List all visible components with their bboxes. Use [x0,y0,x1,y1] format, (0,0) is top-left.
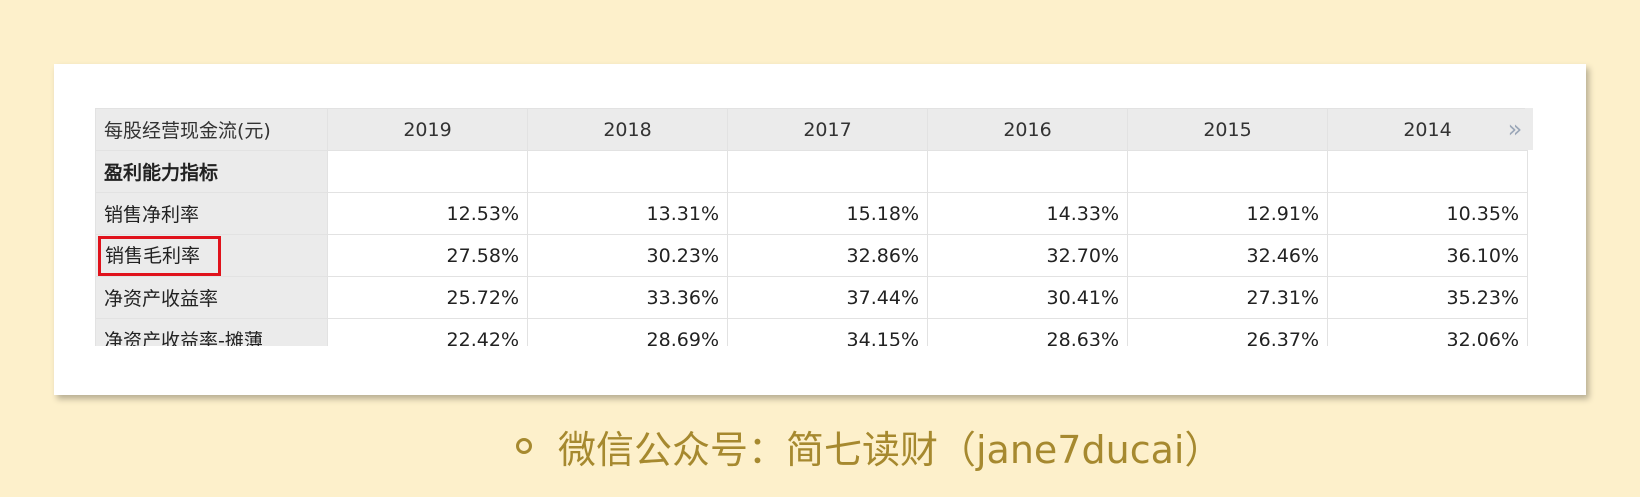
circle-bullet-icon [516,438,532,454]
table-cell [1327,150,1528,193]
table-cell: 10.35% [1327,192,1528,235]
year-column-header[interactable]: 2014 [1327,108,1528,151]
table-cell [327,150,528,193]
table-cell: 12.53% [327,192,528,235]
table-cell: 34.15% [727,318,928,346]
financial-indicators-table-viewport[interactable]: 每股经营现金流(元) 2019 2018 2017 2016 2015 2014… [95,108,1533,346]
table-cell: 12.91% [1127,192,1328,235]
table-cell: 15.18% [727,192,928,235]
table-cell: 33.36% [527,276,728,319]
header-row-label: 每股经营现金流(元) [95,108,328,151]
table-cell: 28.63% [927,318,1128,346]
caption-text: 微信公众号：简七读财（jane7ducai） [558,427,1223,472]
row-label: 净资产收益率 [95,276,328,319]
table-cell: 26.37% [1127,318,1328,346]
table-row: 净资产收益率-摊薄 22.42% 28.69% 34.15% 28.63% 26… [95,318,1528,346]
table-cell: 37.44% [727,276,928,319]
table-cell [727,150,928,193]
financial-indicators-table: 每股经营现金流(元) 2019 2018 2017 2016 2015 2014… [95,108,1528,346]
table-cell: 27.31% [1127,276,1328,319]
year-column-header[interactable]: 2016 [927,108,1128,151]
table-row-highlighted: 销售毛利率 27.58% 30.23% 32.86% 32.70% 32.46%… [95,234,1528,277]
table-cell: 22.42% [327,318,528,346]
table-cell: 32.70% [927,234,1128,277]
row-label-highlighted: 销售毛利率 [95,234,328,277]
table-cell: 14.33% [927,192,1128,235]
table-cell: 32.46% [1127,234,1328,277]
table-cell [927,150,1128,193]
table-cell: 36.10% [1327,234,1528,277]
red-highlight-box: 销售毛利率 [98,235,222,276]
table-cell: 28.69% [527,318,728,346]
year-column-header[interactable]: 2019 [327,108,528,151]
row-label: 销售净利率 [95,192,328,235]
table-cell: 30.41% [927,276,1128,319]
table-cell: 13.31% [527,192,728,235]
table-cell: 30.23% [527,234,728,277]
table-row-section-profitability: 盈利能力指标 [95,150,1528,193]
table-cell: 27.58% [327,234,528,277]
table-cell [1127,150,1328,193]
table-row: 净资产收益率 25.72% 33.36% 37.44% 30.41% 27.31… [95,276,1528,319]
double-chevron-right-icon[interactable]: » [1507,115,1523,143]
table-header-row: 每股经营现金流(元) 2019 2018 2017 2016 2015 2014 [95,108,1528,151]
table-cell: 25.72% [327,276,528,319]
table-cell: 35.23% [1327,276,1528,319]
year-column-header[interactable]: 2015 [1127,108,1328,151]
table-cell: 32.06% [1327,318,1528,346]
caption: 微信公众号：简七读财（jane7ducai） [516,418,1222,474]
year-column-header[interactable]: 2018 [527,108,728,151]
row-label: 盈利能力指标 [95,150,328,193]
year-column-header[interactable]: 2017 [727,108,928,151]
table-cell: 32.86% [727,234,928,277]
table-row: 销售净利率 12.53% 13.31% 15.18% 14.33% 12.91%… [95,192,1528,235]
header-strip-edge [1525,108,1533,150]
row-label: 净资产收益率-摊薄 [95,318,328,346]
table-cell [527,150,728,193]
